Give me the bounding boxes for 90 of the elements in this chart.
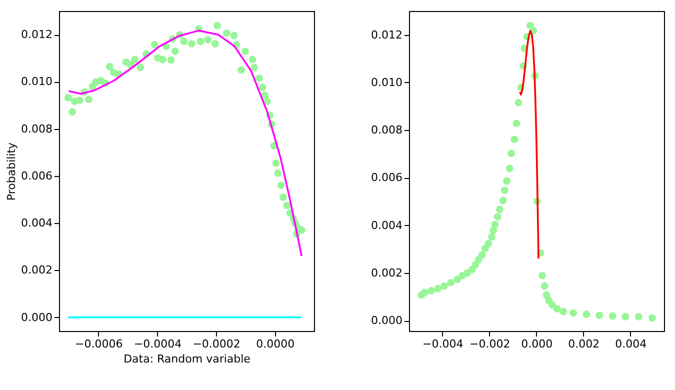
point	[454, 276, 462, 284]
point	[526, 22, 534, 30]
point	[447, 278, 455, 286]
point	[510, 136, 518, 144]
y-tick-label: 0.012	[21, 28, 52, 42]
point	[264, 98, 271, 105]
point	[496, 206, 504, 214]
point	[150, 40, 158, 48]
y-tick-label: 0.004	[371, 218, 402, 232]
point	[76, 96, 84, 104]
point	[548, 301, 556, 309]
y-axis-title: Probability	[5, 142, 18, 201]
point	[538, 272, 546, 280]
point	[608, 312, 616, 320]
point	[180, 38, 188, 46]
point	[494, 213, 502, 220]
point	[64, 94, 72, 102]
point	[490, 226, 498, 234]
y-tick-label: 0.006	[21, 169, 52, 182]
x-tick-label: −0.004	[422, 338, 464, 350]
y-tick-label: 0.008	[21, 122, 52, 136]
y-tick-label: 0.012	[371, 28, 402, 42]
point	[622, 313, 630, 320]
y-tick-label: 0.006	[371, 171, 402, 184]
x-axis-title: Data: Random variable	[124, 352, 251, 366]
point	[238, 66, 246, 74]
x-tick-label: 0.002	[568, 338, 600, 350]
point	[434, 284, 442, 292]
point	[508, 150, 515, 158]
point	[222, 29, 230, 37]
point	[553, 305, 561, 313]
y-tick-label: 0.010	[371, 76, 402, 89]
y-tick-label: 0.002	[371, 266, 402, 280]
point	[136, 64, 144, 72]
point	[582, 310, 590, 318]
point	[214, 22, 221, 30]
point	[560, 308, 568, 316]
point	[106, 62, 114, 70]
point	[540, 282, 548, 290]
point	[131, 56, 139, 64]
y-tick-label: 0.008	[371, 124, 402, 137]
point	[440, 282, 448, 290]
point	[283, 202, 291, 210]
point	[230, 32, 238, 40]
point	[514, 98, 522, 106]
point	[279, 193, 287, 201]
point	[188, 40, 196, 48]
point	[634, 313, 642, 320]
point	[68, 108, 76, 116]
point	[159, 56, 167, 64]
point	[196, 38, 204, 46]
point	[248, 56, 256, 64]
point	[488, 233, 496, 241]
point	[512, 120, 520, 128]
point	[570, 309, 577, 317]
point	[484, 240, 492, 248]
y-tick-label: 0.010	[21, 75, 52, 88]
x-tick-label: 0.004	[615, 338, 647, 350]
point	[272, 160, 280, 167]
point	[167, 56, 175, 64]
point	[500, 186, 508, 194]
x-tick-label: −0.0002	[192, 338, 240, 350]
y-tick-label: 0.004	[21, 216, 52, 230]
point	[256, 74, 263, 82]
point	[478, 251, 486, 259]
point	[503, 177, 510, 185]
point	[491, 220, 499, 228]
point	[506, 164, 514, 172]
x-tick-label: 0.000	[521, 338, 553, 350]
point	[241, 48, 249, 55]
x-tick-label: −0.002	[470, 338, 510, 350]
point	[428, 287, 436, 294]
y-tick-label: 0.002	[21, 264, 52, 277]
point	[421, 288, 428, 296]
point	[204, 36, 212, 44]
point	[85, 96, 92, 104]
point	[171, 48, 179, 55]
y-tick-label: 0.000	[21, 310, 52, 324]
point	[274, 169, 282, 177]
point	[648, 314, 656, 322]
x-tick-label: −0.0006	[75, 338, 123, 350]
point	[211, 40, 219, 48]
point	[499, 196, 507, 204]
point	[596, 312, 604, 319]
point	[258, 84, 266, 92]
point	[277, 182, 285, 190]
x-tick-label: 0.0000	[256, 338, 295, 350]
point	[250, 64, 258, 72]
x-tick-label: −0.0004	[134, 338, 182, 350]
y-tick-label: 0.000	[371, 314, 402, 328]
